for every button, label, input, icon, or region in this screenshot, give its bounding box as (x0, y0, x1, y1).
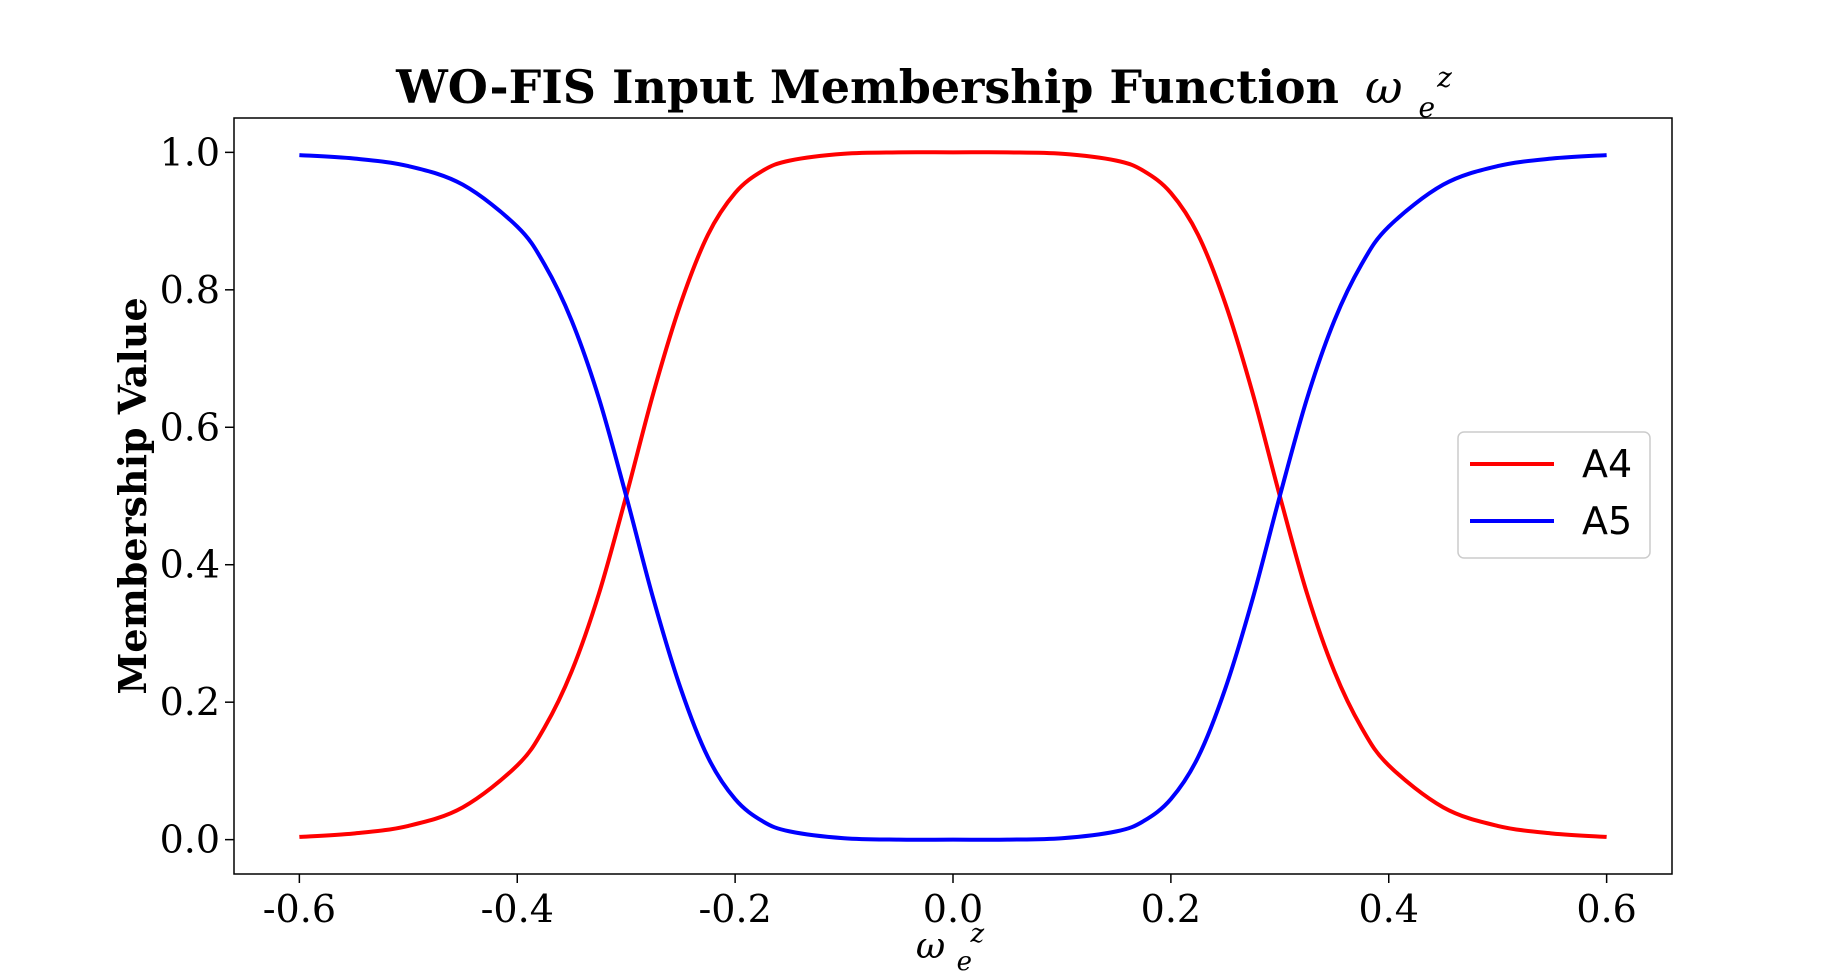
x-tick-label: -0.2 (698, 887, 771, 931)
y-tick-label: 0.8 (160, 268, 220, 312)
x-axis: -0.6 -0.4 -0.2 0.0 0.2 0.4 0.6 (263, 874, 1637, 931)
y-tick-label: 0.2 (160, 680, 220, 724)
x-tick-label: 0.6 (1576, 887, 1636, 931)
title-symbol-base: ω (1365, 60, 1403, 114)
series-lines (299, 150, 1607, 842)
x-tick-label: -0.4 (481, 887, 554, 931)
x-label-symbol-sub: e (957, 947, 972, 977)
legend: A4 A5 (1457, 431, 1651, 559)
series-line-a5 (299, 153, 1607, 842)
y-tick-label: 0.0 (160, 818, 220, 862)
y-axis: 0.0 0.2 0.4 0.6 0.8 1.0 (160, 130, 234, 862)
x-tick-label: 0.0 (923, 887, 983, 931)
y-axis-label: Membership Value (110, 297, 155, 694)
y-tick-label: 1.0 (160, 130, 220, 174)
x-tick-label: -0.6 (263, 887, 336, 931)
x-axis-label: ω e z (916, 919, 985, 977)
title-symbol-sup: z (1436, 61, 1452, 94)
series-line-a4 (299, 150, 1607, 839)
chart-title-text: WO-FIS Input Membership Function (395, 60, 1339, 114)
plot-area (233, 117, 1673, 875)
x-label-symbol-base: ω (916, 926, 945, 967)
x-tick-label: 0.4 (1359, 887, 1419, 931)
x-label-symbol-sup: z (969, 919, 984, 949)
y-tick-label: 0.6 (160, 405, 220, 449)
title-symbol-sub: e (1419, 91, 1436, 124)
chart-title: WO-FIS Input Membership Function ω e z (395, 60, 1452, 128)
y-tick-label: 0.4 (160, 543, 220, 587)
x-tick-label: 0.2 (1141, 887, 1201, 931)
legend-label-a5: A5 (1582, 499, 1632, 543)
legend-label-a4: A4 (1582, 442, 1632, 486)
